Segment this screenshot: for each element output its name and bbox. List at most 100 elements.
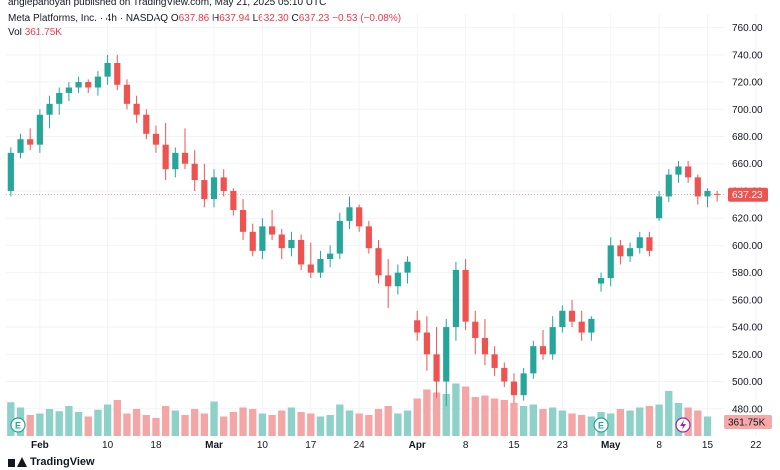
x-tick-label: Feb bbox=[31, 440, 49, 451]
candle-body bbox=[317, 259, 324, 273]
candle-body bbox=[259, 226, 266, 251]
volume-bar bbox=[94, 409, 102, 436]
volume-bar bbox=[278, 410, 286, 436]
volume-bar bbox=[616, 409, 625, 436]
candle-body bbox=[201, 180, 208, 200]
volume-bar bbox=[403, 410, 412, 436]
x-tick-label: Apr bbox=[409, 440, 426, 451]
x-tick-label: 10 bbox=[102, 440, 114, 451]
candle-body bbox=[559, 310, 566, 328]
y-tick-label: 540.00 bbox=[732, 323, 763, 334]
y-tick-label: 620.00 bbox=[732, 214, 763, 225]
candle-body bbox=[462, 269, 469, 322]
volume-bar bbox=[36, 413, 44, 436]
candle-body bbox=[210, 177, 218, 200]
candle-body bbox=[230, 190, 237, 211]
candle-body bbox=[268, 226, 276, 235]
volume-bar bbox=[220, 416, 228, 436]
candle-body bbox=[607, 245, 614, 279]
candle-body bbox=[385, 275, 392, 287]
volume-bar bbox=[519, 406, 528, 436]
candle-body bbox=[123, 84, 131, 104]
change-value: −0.53 (−0.08%) bbox=[332, 13, 402, 24]
volume-bar bbox=[190, 409, 199, 436]
volume-bar bbox=[413, 398, 421, 436]
candle-body bbox=[65, 87, 72, 93]
candle-body bbox=[578, 321, 585, 333]
candle-body bbox=[336, 220, 343, 254]
volume-bar bbox=[345, 410, 354, 436]
low-label: L bbox=[252, 13, 259, 24]
x-tick-label: 22 bbox=[750, 440, 762, 451]
volume-bar bbox=[210, 401, 218, 436]
volume-bar bbox=[200, 413, 209, 436]
volume-bar bbox=[529, 404, 538, 436]
candle-body bbox=[675, 166, 682, 175]
candle-body bbox=[36, 114, 43, 145]
volume-bar bbox=[316, 416, 325, 436]
volume-bar bbox=[74, 412, 83, 436]
x-tick-label: 15 bbox=[508, 440, 520, 451]
candle-body bbox=[530, 346, 537, 374]
volume-bar bbox=[171, 410, 180, 436]
volume-bar bbox=[452, 383, 460, 436]
volume-bar bbox=[132, 409, 141, 436]
candle-body bbox=[17, 139, 24, 153]
candle-body bbox=[394, 272, 401, 287]
volume-bar bbox=[703, 416, 712, 436]
footer-brand: TradingView bbox=[30, 456, 95, 468]
volume-bar bbox=[539, 409, 547, 436]
candle-body bbox=[656, 196, 663, 219]
x-tick-label: 24 bbox=[354, 440, 366, 451]
earnings-badge-label: E bbox=[15, 421, 21, 431]
volume-bar bbox=[161, 406, 170, 436]
y-tick-label: 740.00 bbox=[732, 50, 763, 61]
volume-bar bbox=[55, 411, 63, 436]
candle-body bbox=[714, 193, 721, 195]
volume-bar bbox=[307, 413, 315, 436]
candle-body bbox=[597, 278, 605, 284]
symbol-title: Meta Platforms, Inc. · 4h · NASDAQ bbox=[8, 13, 169, 24]
y-tick-label: 680.00 bbox=[732, 132, 763, 143]
candle-body bbox=[443, 327, 450, 382]
y-tick-label: 700.00 bbox=[732, 105, 763, 116]
volume-bar bbox=[490, 398, 499, 436]
volume-bar bbox=[152, 418, 160, 436]
volume-bar bbox=[510, 403, 518, 436]
close-label: C bbox=[291, 13, 299, 24]
volume-bar bbox=[645, 406, 654, 436]
candle-body bbox=[539, 346, 547, 355]
volume-bar bbox=[548, 407, 557, 436]
legend-ohlc: Meta Platforms, Inc. · 4h · NASDAQ O637.… bbox=[8, 13, 401, 24]
y-tick-label: 560.00 bbox=[732, 295, 763, 306]
candle-body bbox=[481, 337, 489, 355]
candle-body bbox=[7, 152, 14, 191]
x-tick-label: May bbox=[601, 440, 621, 451]
candle-body bbox=[694, 177, 701, 197]
candle-body bbox=[549, 327, 556, 355]
candle-body bbox=[46, 103, 53, 115]
volume-value: 361.75K bbox=[24, 27, 62, 38]
high-label: H bbox=[211, 13, 220, 24]
candle-body bbox=[191, 163, 198, 181]
x-tick-label: Mar bbox=[205, 440, 223, 451]
volume-bar bbox=[249, 409, 257, 436]
candle-body bbox=[27, 139, 34, 145]
y-tick-label: 660.00 bbox=[732, 159, 763, 170]
y-tick-label: 760.00 bbox=[732, 23, 763, 34]
volume-bar bbox=[326, 415, 334, 436]
x-tick-label: 15 bbox=[702, 440, 714, 451]
volume-bar bbox=[123, 413, 131, 436]
volume-bar bbox=[7, 402, 15, 436]
x-tick-label: 8 bbox=[463, 440, 469, 451]
tradingview-footer: TradingView bbox=[8, 456, 95, 468]
candle-body bbox=[520, 373, 527, 396]
x-tick-label: 17 bbox=[305, 440, 317, 451]
volume-bar bbox=[423, 389, 431, 436]
x-tick-label: 8 bbox=[656, 440, 662, 451]
volume-bar bbox=[239, 407, 247, 436]
volume-bar bbox=[84, 416, 92, 436]
candle-body bbox=[239, 210, 247, 232]
volume-bar bbox=[636, 407, 644, 436]
